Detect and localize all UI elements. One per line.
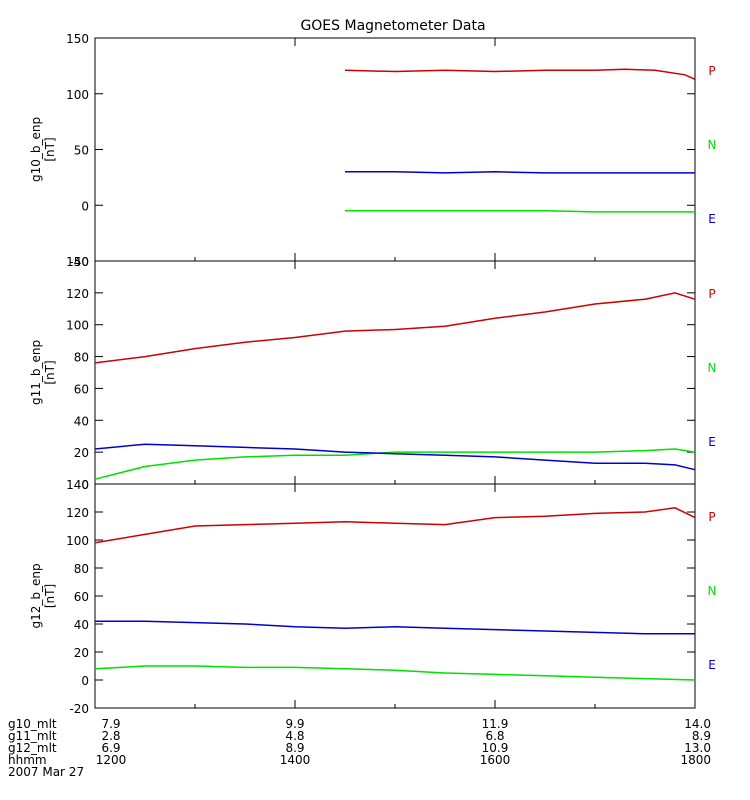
y-tick-label: 80	[74, 351, 89, 365]
axis-row-value: 13.0	[684, 741, 711, 755]
panel-3-ylabel: g12_b_enp	[29, 563, 43, 628]
y-tick-label: 140	[66, 478, 89, 492]
panel-1-yunit: [nT]	[43, 137, 57, 161]
y-tick-label: 140	[66, 255, 89, 269]
axis-row-value: 9.9	[285, 717, 304, 731]
panel-2-series-P	[94, 292, 696, 364]
y-tick-label: 50	[74, 144, 89, 158]
axis-row-value: 6.8	[485, 729, 504, 743]
panel-3-yunit: [nT]	[43, 584, 57, 608]
y-tick-label: 60	[74, 590, 89, 604]
axis-row-value: 7.9	[101, 717, 120, 731]
y-tick-label: 100	[66, 319, 89, 333]
y-tick-label: 40	[74, 414, 89, 428]
legend-E: E	[708, 435, 716, 449]
y-tick-label: 20	[74, 446, 89, 460]
axis-row-value: 1600	[480, 753, 511, 767]
panel-3-series-P	[94, 507, 696, 544]
panel-3-frame	[94, 483, 696, 709]
y-tick-label: 150	[66, 32, 89, 46]
panel-1-ylabel: g10_b_enp	[29, 117, 43, 182]
axis-row-label: g11_mlt	[8, 729, 57, 743]
legend-N: N	[708, 138, 717, 152]
axis-row-value: 1200	[96, 753, 127, 767]
panel-1-series-E	[345, 171, 695, 174]
y-tick-label: 0	[81, 674, 89, 688]
axis-row-value: 1400	[280, 753, 311, 767]
panel-2-series-N	[94, 448, 696, 480]
panel-1-series-P	[344, 68, 696, 80]
legend-N: N	[708, 584, 717, 598]
axis-row-label: g12_mlt	[8, 741, 57, 755]
axis-row-value: 11.9	[482, 717, 509, 731]
y-tick-label: 0	[81, 478, 89, 492]
y-tick-label: 100	[66, 534, 89, 548]
y-tick-label: 100	[66, 88, 89, 102]
legend-E: E	[708, 212, 716, 226]
y-tick-label: 80	[74, 562, 89, 576]
panel-2-yunit: [nT]	[43, 360, 57, 384]
y-tick-label: -20	[69, 702, 89, 716]
y-tick-label: 120	[66, 506, 89, 520]
axis-row-value: 8.9	[692, 729, 711, 743]
legend-P: P	[708, 64, 715, 78]
y-tick-label: 120	[66, 287, 89, 301]
axis-row-value: 14.0	[684, 717, 711, 731]
axis-row-value: 8.9	[285, 741, 304, 755]
y-tick-label: 60	[74, 382, 89, 396]
legend-E: E	[708, 658, 716, 672]
legend-P: P	[708, 510, 715, 524]
axis-row-value: 2.8	[101, 729, 120, 743]
panel-2-ylabel: g11_b_enp	[29, 340, 43, 405]
panel-1-series-N	[345, 210, 695, 213]
date-label: 2007 Mar 27	[8, 765, 84, 779]
legend-P: P	[708, 287, 715, 301]
axis-row-value: 1800	[680, 753, 711, 767]
panel-2-series-E	[94, 443, 696, 471]
y-tick-label: 0	[81, 199, 89, 213]
axis-row-label: hhmm	[8, 753, 47, 767]
axis-row-label: g10_mlt	[8, 717, 57, 731]
y-tick-label: 40	[74, 618, 89, 632]
axis-row-value: 10.9	[482, 741, 509, 755]
axis-row-value: 4.8	[285, 729, 304, 743]
panel-2-frame	[94, 260, 696, 485]
panel-3-series-N	[94, 665, 696, 681]
y-tick-label: 20	[74, 646, 89, 660]
axis-row-value: 6.9	[101, 741, 120, 755]
y-tick-label: -50	[69, 255, 89, 269]
panel-3-series-E	[95, 620, 695, 635]
chart-title: GOES Magnetometer Data	[300, 18, 485, 34]
legend-N: N	[708, 361, 717, 375]
